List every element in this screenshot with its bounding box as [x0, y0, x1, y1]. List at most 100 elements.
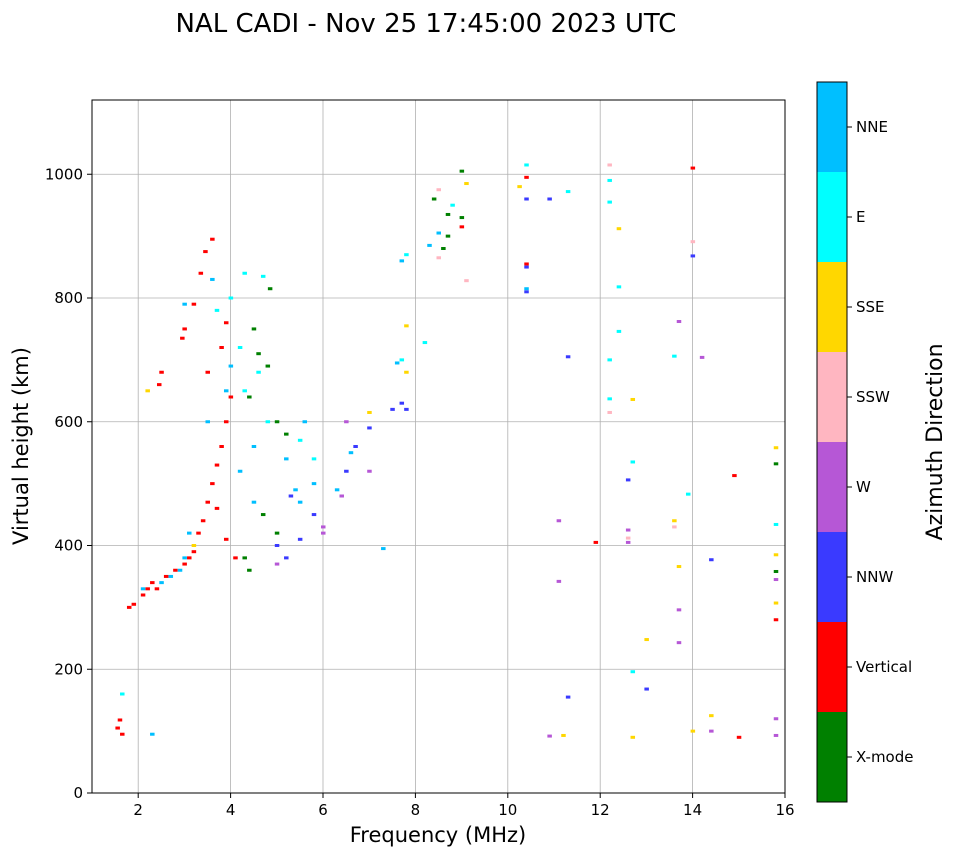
data-point-x-mode: [265, 364, 271, 368]
data-point-vertical: [187, 556, 192, 560]
data-point-e: [524, 163, 529, 167]
data-point-vertical: [117, 718, 123, 722]
data-point-nne: [228, 364, 234, 368]
data-point-nne: [348, 451, 354, 455]
data-point-x-mode: [274, 420, 280, 424]
x-tick-label: 2: [133, 801, 143, 819]
colorbar-label: SSW: [856, 388, 890, 406]
data-point-ssw: [690, 240, 696, 244]
data-point-w: [556, 519, 562, 523]
data-point-vertical: [145, 587, 150, 591]
data-point-e: [616, 285, 622, 289]
data-point-sse: [367, 410, 372, 414]
data-point-e: [616, 329, 622, 333]
data-point-ssw: [607, 163, 612, 167]
data-point-nnw: [524, 197, 529, 201]
data-point-w: [625, 528, 631, 532]
data-point-e: [214, 308, 220, 312]
data-point-vertical: [163, 574, 169, 578]
data-point-vertical: [228, 395, 234, 399]
data-point-nnw: [547, 197, 552, 201]
data-point-e: [256, 370, 261, 374]
data-point-e: [630, 460, 636, 464]
data-point-nne: [251, 500, 257, 504]
data-point-vertical: [205, 500, 210, 504]
data-point-vertical: [214, 506, 220, 510]
data-point-vertical: [223, 537, 229, 541]
data-point-e: [685, 492, 691, 496]
data-point-x-mode: [284, 432, 289, 436]
y-tick-label: 1000: [45, 165, 83, 183]
data-point-nnw: [644, 687, 649, 691]
data-point-w: [773, 717, 779, 721]
data-point-sse: [145, 389, 150, 393]
data-point-vertical: [203, 250, 208, 254]
data-point-e: [297, 438, 303, 442]
data-point-vertical: [154, 587, 160, 591]
data-point-vertical: [182, 562, 187, 566]
y-tick-label: 800: [54, 289, 83, 307]
data-point-w: [676, 641, 682, 645]
y-tick-label: 600: [54, 413, 83, 431]
data-point-vertical: [126, 605, 132, 609]
data-point-vertical: [196, 531, 201, 535]
data-point-w: [625, 540, 631, 544]
data-point-nne: [297, 500, 303, 504]
y-axis-ticks: 0 200 400 600 800 1000: [45, 165, 92, 802]
data-point-nnw: [690, 254, 696, 258]
data-point-w: [676, 320, 682, 324]
data-point-nne: [524, 287, 529, 291]
data-point-nnw: [288, 494, 294, 498]
data-point-sse: [773, 601, 779, 605]
data-point-x-mode: [274, 531, 280, 535]
data-point-vertical: [200, 519, 206, 523]
data-point-sse: [404, 370, 409, 374]
data-point-w: [709, 729, 714, 733]
colorbar-label: E: [856, 208, 865, 226]
data-point-nne: [251, 445, 257, 448]
data-point-vertical: [459, 225, 465, 229]
x-axis-ticks: 2 4 6 8 10 12 14 16: [133, 793, 795, 819]
colorbar-label: NNW: [856, 568, 893, 586]
data-point-w: [773, 733, 779, 737]
data-point-ssw: [464, 279, 469, 283]
data-point-e: [450, 203, 455, 207]
data-point-x-mode: [431, 197, 437, 201]
x-tick-label: 4: [226, 801, 236, 819]
data-point-nne: [168, 574, 174, 578]
x-tick-label: 12: [591, 801, 610, 819]
data-point-vertical: [593, 540, 599, 544]
data-point-nne: [293, 488, 298, 492]
data-point-w: [556, 579, 562, 583]
data-point-w: [699, 355, 705, 359]
data-point-nnw: [297, 537, 303, 541]
data-point-vertical: [223, 321, 229, 325]
data-point-e: [565, 190, 571, 194]
data-point-nnw: [274, 544, 280, 547]
data-point-vertical: [219, 445, 224, 448]
data-point-nne: [177, 568, 183, 572]
data-point-sse: [616, 227, 622, 231]
y-tick-label: 400: [54, 537, 83, 555]
data-point-nne: [427, 243, 432, 247]
data-point-vertical: [205, 370, 210, 374]
data-point-nnw: [404, 407, 409, 411]
data-point-vertical: [214, 463, 220, 467]
data-point-x-mode: [773, 462, 779, 466]
colorbar-segment: [817, 82, 847, 172]
data-point-e: [607, 397, 612, 401]
data-point-vertical: [219, 346, 224, 349]
data-point-vertical: [180, 336, 185, 340]
data-point-nne: [205, 420, 210, 424]
colorbar: X-mode Vertical NNW W SSW SSE E NNE: [816, 81, 913, 803]
data-point-sse: [630, 735, 636, 739]
data-point-nnw: [565, 355, 571, 359]
data-point-x-mode: [445, 234, 451, 238]
data-point-nnw: [625, 478, 631, 482]
data-point-nnw: [284, 556, 289, 560]
data-point-nne: [399, 259, 405, 263]
data-point-nne: [302, 420, 308, 424]
data-point-vertical: [736, 735, 742, 739]
x-tick-label: 10: [498, 801, 517, 819]
data-point-ssw: [607, 410, 612, 414]
